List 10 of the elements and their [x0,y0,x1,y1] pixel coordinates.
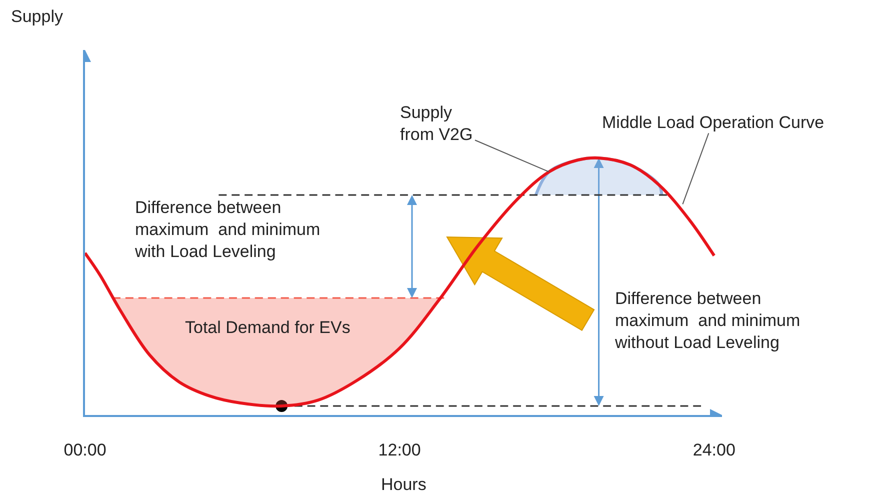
annotation: Middle Load Operation Curve [602,113,824,132]
x-tick-label: 24:00 [692,440,736,460]
annotation: Supply from V2G [400,103,473,144]
x-axis-title: Hours [381,475,426,494]
annotation: Difference between maximum and minimum without Load Leveling [614,289,800,352]
x-tick-label: 12:00 [378,440,421,460]
annotation: Total Demand for EVs [185,318,350,337]
x-tick-label: 00:00 [64,440,106,460]
annotation: Difference between maximum and minimum with Load Leveling [134,198,320,262]
text: Supply [11,7,64,26]
